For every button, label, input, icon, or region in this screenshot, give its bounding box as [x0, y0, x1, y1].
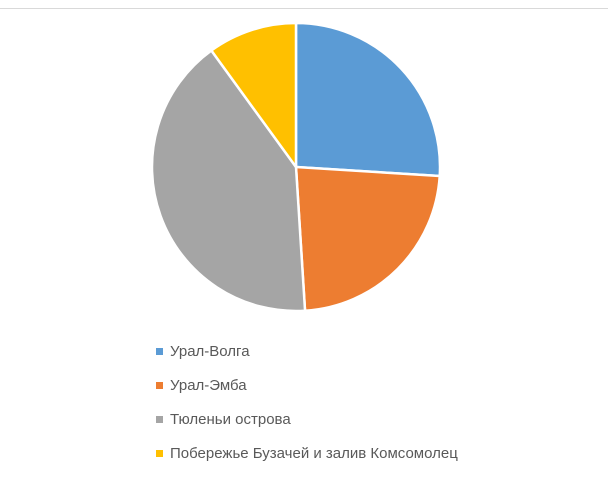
pie-slice-ural-volga — [294, 21, 442, 178]
legend-item-ural-volga: Урал-Волга — [156, 334, 458, 368]
chart-legend: Урал-Волга Урал-Эмба Тюленьи острова Поб… — [156, 334, 458, 470]
legend-item-ural-emba: Урал-Эмба — [156, 368, 458, 402]
legend-swatch — [156, 415, 163, 423]
pie-slices — [150, 21, 442, 313]
legend-label-ural-volga: Урал-Волга — [170, 342, 250, 360]
legend-label-tyuleni: Тюленьи острова — [170, 410, 291, 428]
pie-slice-tyuleni — [150, 49, 307, 313]
legend-swatch — [156, 449, 163, 457]
legend-swatch — [156, 381, 163, 389]
top-divider — [0, 8, 608, 9]
legend-item-tyuleni: Тюленьи острова — [156, 402, 458, 436]
legend-label-buzachi: Побережье Бузачей и залив Комсомолец — [170, 444, 458, 462]
legend-label-ural-emba: Урал-Эмба — [170, 376, 247, 394]
pie-slice-buzachi — [210, 21, 298, 169]
pie-slice-ural-emba — [294, 165, 441, 312]
legend-item-buzachi: Побережье Бузачей и залив Комсомолец — [156, 436, 458, 470]
legend-swatch — [156, 347, 163, 355]
